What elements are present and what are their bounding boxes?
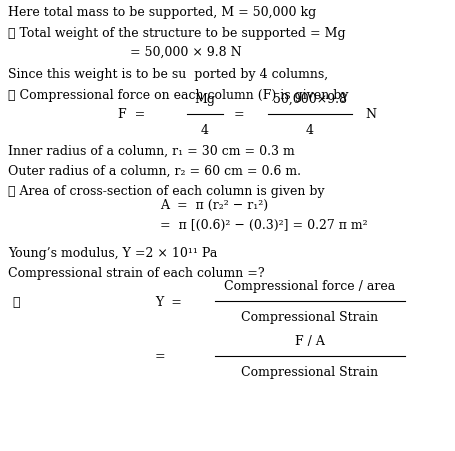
Text: 4: 4	[306, 124, 314, 137]
Text: F  =: F =	[118, 108, 145, 121]
Text: =: =	[155, 350, 166, 363]
Text: Here total mass to be supported, M = 50,000 kg: Here total mass to be supported, M = 50,…	[8, 6, 316, 19]
Text: Since this weight is to be su  ported by 4 columns,: Since this weight is to be su ported by …	[8, 68, 328, 81]
Text: Compressional Strain: Compressional Strain	[242, 310, 379, 323]
Text: A  =  π (r₂² − r₁²): A = π (r₂² − r₁²)	[160, 198, 268, 211]
Text: Outer radius of a column, r₂ = 60 cm = 0.6 m.: Outer radius of a column, r₂ = 60 cm = 0…	[8, 165, 301, 178]
Text: = 50,000 × 9.8 N: = 50,000 × 9.8 N	[130, 46, 242, 59]
Text: Young’s modulus, Y =2 × 10¹¹ Pa: Young’s modulus, Y =2 × 10¹¹ Pa	[8, 246, 217, 259]
Text: Compressional strain of each column =?: Compressional strain of each column =?	[8, 267, 265, 279]
Text: Inner radius of a column, r₁ = 30 cm = 0.3 m: Inner radius of a column, r₁ = 30 cm = 0…	[8, 145, 295, 158]
Text: ∴ Compressional force on each column (F) is given by: ∴ Compressional force on each column (F)…	[8, 89, 349, 102]
Text: ∴ Total weight of the structure to be supported = Mg: ∴ Total weight of the structure to be su…	[8, 27, 346, 40]
Text: =: =	[234, 108, 245, 121]
Text: ∴ Area of cross-section of each column is given by: ∴ Area of cross-section of each column i…	[8, 184, 324, 198]
Text: F / A: F / A	[295, 334, 325, 347]
Text: =  π [(0.6)² − (0.3)²] = 0.27 π m²: = π [(0.6)² − (0.3)²] = 0.27 π m²	[160, 218, 368, 231]
Text: 4: 4	[201, 124, 209, 137]
Text: 50,000×9.8: 50,000×9.8	[273, 93, 347, 106]
Text: Compressional Strain: Compressional Strain	[242, 365, 379, 378]
Text: Mg: Mg	[194, 93, 216, 106]
Text: Compressional force / area: Compressional force / area	[224, 279, 396, 292]
Text: Y  =: Y =	[155, 295, 182, 308]
Text: ∴: ∴	[12, 295, 20, 308]
Text: N: N	[365, 108, 376, 121]
